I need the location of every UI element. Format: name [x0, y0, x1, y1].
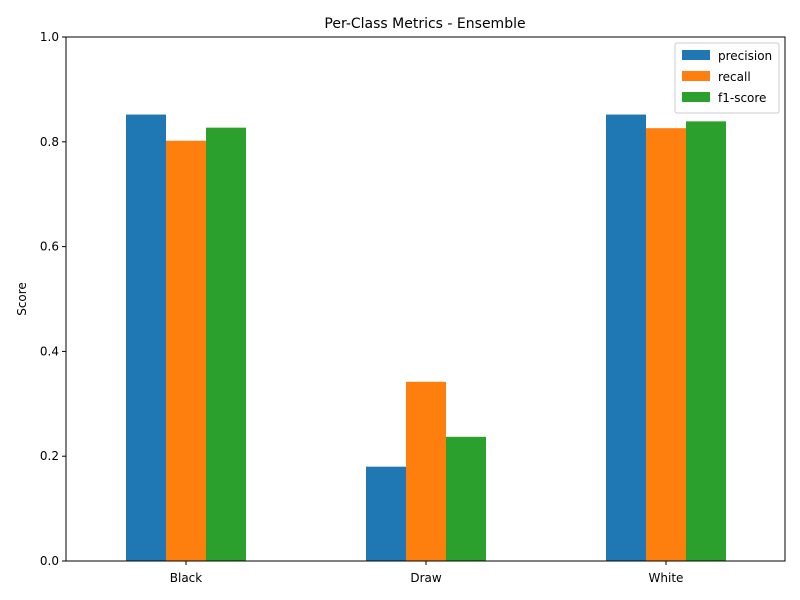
- y-axis: 0.0 0.2 0.4 0.6 0.8 1.0: [40, 30, 66, 568]
- bar-precision-white: [606, 114, 646, 561]
- bar-recall-draw: [406, 381, 446, 561]
- x-tick-label: Black: [170, 571, 203, 585]
- y-tick-label: 0.2: [40, 449, 59, 463]
- bars-group: [126, 114, 726, 561]
- legend-label-recall: recall: [718, 70, 751, 84]
- bar-f1-score-black: [206, 127, 246, 561]
- legend-swatch-f1-score: [682, 92, 710, 102]
- x-tick-label: Draw: [410, 571, 442, 585]
- bar-precision-black: [126, 114, 166, 561]
- y-tick-label: 0.6: [40, 240, 59, 254]
- bar-f1-score-draw: [446, 436, 486, 561]
- bar-precision-draw: [366, 466, 406, 561]
- legend: precision recall f1-score: [674, 42, 780, 114]
- legend-swatch-recall: [682, 71, 710, 81]
- y-axis-title: Score: [15, 282, 29, 316]
- bar-f1-score-white: [686, 121, 726, 561]
- y-tick-label: 0.8: [40, 135, 59, 149]
- x-axis: Black Draw White: [170, 561, 684, 585]
- legend-swatch-precision: [682, 50, 710, 60]
- legend-label-f1-score: f1-score: [718, 91, 766, 105]
- y-tick-label: 1.0: [40, 30, 59, 44]
- bar-recall-black: [166, 140, 206, 561]
- legend-label-precision: precision: [718, 49, 772, 63]
- bar-recall-white: [646, 128, 686, 561]
- y-tick-label: 0.0: [40, 554, 59, 568]
- x-tick-label: White: [649, 571, 684, 585]
- y-tick-label: 0.4: [40, 344, 59, 358]
- chart-title: Per-Class Metrics - Ensemble: [324, 16, 525, 32]
